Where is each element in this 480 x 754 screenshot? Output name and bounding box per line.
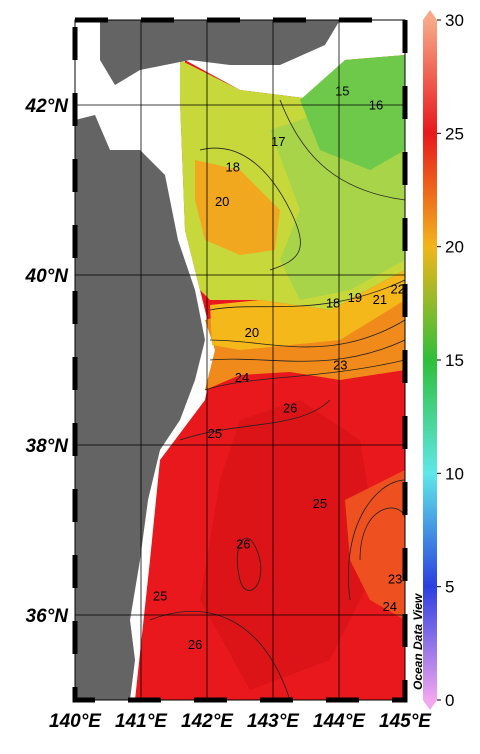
contour-label: 17 (271, 134, 285, 149)
contour-label: 19 (348, 290, 362, 305)
contour-label: 18 (226, 159, 240, 174)
x-tick-label: 142°E (181, 711, 234, 732)
colorbar-tick-label: 25 (445, 124, 464, 143)
colorbar-tick-label: 30 (445, 11, 464, 30)
frame-edge (74, 19, 406, 701)
contour-label: 21 (373, 292, 387, 307)
x-tick-label: 141°E (115, 711, 168, 732)
contour-label: 25 (153, 589, 167, 604)
colorbar-tick-label: 5 (445, 578, 454, 597)
contour-label: 20 (245, 325, 259, 340)
y-tick-label: 40°N (25, 266, 70, 287)
colorbar-tick-label: 10 (445, 464, 464, 483)
x-tick-label: 143°E (247, 711, 300, 732)
credit: Ocean Data View (411, 593, 425, 690)
contour-label: 16 (369, 97, 383, 112)
contour-label: 23 (388, 572, 402, 587)
y-tick-label: 36°N (26, 606, 70, 627)
contour-label: 18 (326, 295, 340, 310)
field (75, 20, 405, 700)
x-tick-label: 144°E (313, 711, 366, 732)
colorbar-cap (423, 700, 437, 710)
contour-label: 26 (236, 537, 250, 552)
contour-labels: 15 16 17 18 20 18 19 21 22 20 23 24 26 25 25 26 25 26 23 24 (153, 84, 405, 652)
contour-label: 25 (313, 496, 327, 511)
colorbar-cap (423, 10, 437, 20)
colorbar (423, 20, 437, 700)
contour-label: 24 (235, 370, 249, 385)
x-tick-label: 145°E (379, 711, 432, 732)
contour-label: 15 (335, 84, 349, 99)
contour-label: 26 (283, 401, 297, 416)
contour-label: 24 (383, 599, 397, 614)
colorbar-tick-label: 0 (445, 691, 454, 710)
x-tick-label: 140°E (49, 711, 102, 732)
contour-label: 22 (391, 282, 405, 297)
y-tick-label: 38°N (26, 436, 70, 457)
contour-label: 26 (188, 637, 202, 652)
contour-label: 25 (208, 426, 222, 441)
contour-label: 20 (215, 194, 229, 209)
y-tick-label: 42°N (25, 96, 70, 117)
colorbar-tick-label: 15 (445, 351, 464, 370)
contour-label: 23 (333, 357, 347, 372)
colorbar-tick-label: 20 (445, 238, 464, 257)
